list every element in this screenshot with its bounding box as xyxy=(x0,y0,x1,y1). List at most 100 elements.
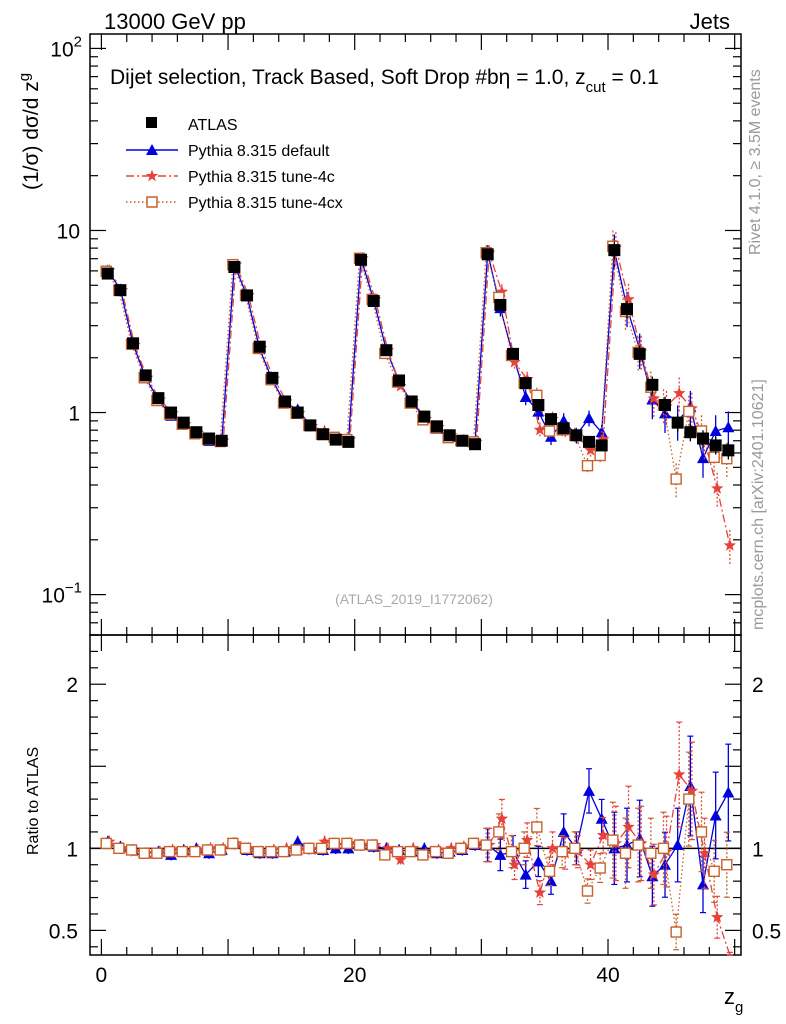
atlas-data-point xyxy=(697,432,710,445)
data-point-main xyxy=(583,412,596,424)
series-atlas xyxy=(101,241,735,460)
ratio-tick-label: 1 xyxy=(66,838,78,861)
data-point-main xyxy=(581,459,594,472)
chart-title-sub: cut xyxy=(586,79,607,96)
atlas-data-point xyxy=(279,395,292,408)
x-axis-label-sub: g xyxy=(735,999,743,1016)
data-point-ratio xyxy=(581,885,594,897)
ratio-tick-label-right: 1 xyxy=(752,838,764,861)
data-point-ratio xyxy=(519,868,532,880)
data-point-ratio xyxy=(673,768,686,780)
atlas-data-point xyxy=(671,416,684,429)
data-point-main xyxy=(709,424,722,436)
data-point-ratio xyxy=(709,809,722,821)
data-point-main xyxy=(697,452,710,464)
atlas-data-point xyxy=(633,347,646,360)
data-point-ratio xyxy=(695,826,708,838)
data-point-main xyxy=(543,425,556,437)
data-point-ratio xyxy=(151,847,163,859)
header-energy-label: 13000 GeV pp xyxy=(104,9,246,34)
atlas-data-point xyxy=(545,413,558,426)
data-point-main xyxy=(670,473,682,485)
data-point-ratio xyxy=(417,849,429,861)
atlas-data-point xyxy=(557,422,570,435)
data-point-ratio xyxy=(545,875,558,887)
data-point-ratio xyxy=(429,845,442,858)
data-point-ratio xyxy=(671,839,684,851)
data-point-ratio xyxy=(647,868,660,880)
atlas-data-point xyxy=(621,303,634,316)
legend-default-marker xyxy=(146,144,158,155)
atlas-data-point xyxy=(266,371,279,384)
atlas-data-point xyxy=(177,416,190,429)
atlas-data-point xyxy=(659,399,672,412)
data-point-ratio xyxy=(597,828,610,841)
data-point-ratio xyxy=(533,886,547,898)
data-point-ratio xyxy=(708,865,720,878)
ratio-plot-frame xyxy=(89,634,742,956)
y-tick-label-base: 1 xyxy=(68,403,80,426)
atlas-data-point xyxy=(190,426,203,439)
atlas-data-point xyxy=(393,374,406,387)
atlas-data-point xyxy=(127,337,140,350)
legend-4cx-marker xyxy=(146,196,158,208)
data-point-ratio xyxy=(303,842,315,855)
atlas-data-point xyxy=(101,267,114,280)
atlas-data-point xyxy=(139,369,152,382)
atlas-data-point xyxy=(329,433,342,446)
data-point-ratio xyxy=(722,786,735,798)
x-axis-ticks: 0 20 40 xyxy=(96,34,736,987)
data-point-ratio xyxy=(239,842,252,855)
atlas-data-point xyxy=(241,289,254,302)
data-point-ratio xyxy=(455,842,467,855)
x-tick-label: 20 xyxy=(343,964,366,987)
series-line-main xyxy=(108,247,731,546)
legend-atlas-label: ATLAS xyxy=(188,117,238,134)
data-point-ratio xyxy=(480,839,492,851)
atlas-data-point xyxy=(418,410,431,423)
data-point-ratio xyxy=(189,845,201,858)
atlas-data-point xyxy=(253,340,266,353)
data-point-ratio xyxy=(495,812,509,825)
atlas-data-point xyxy=(456,434,469,447)
data-point-ratio xyxy=(100,837,112,850)
atlas-data-point xyxy=(291,406,304,419)
data-point-ratio xyxy=(531,821,543,833)
y-tick-label-exp: −1 xyxy=(65,580,82,597)
ratio-y-axis-ticks: 0.5 0.5 1 1 2 2 xyxy=(49,634,781,948)
series-line-ratio xyxy=(108,772,731,956)
ratio-tick-label-right: 0.5 xyxy=(752,920,781,943)
data-point-ratio xyxy=(277,845,290,858)
data-point-ratio xyxy=(622,820,635,833)
x-axis-label-main: z xyxy=(724,984,735,1009)
atlas-data-point xyxy=(405,395,418,408)
data-point-ratio xyxy=(583,784,596,796)
atlas-data-point xyxy=(380,344,393,357)
data-point-ratio xyxy=(698,846,711,859)
data-point-ratio xyxy=(113,842,125,855)
y-axis-label-sub: g xyxy=(16,73,33,81)
y-tick-label-base: 10 xyxy=(50,38,73,61)
data-point-main xyxy=(508,355,521,368)
data-point-ratio xyxy=(645,847,657,859)
ratio-y-axis-label: Ratio to ATLAS xyxy=(25,747,42,855)
mcplots-label: mcplots.cern.ch [arXiv:2401.10621] xyxy=(750,379,767,630)
data-point-ratio xyxy=(557,825,570,837)
data-point-ratio xyxy=(381,841,395,854)
x-tick-label: 0 xyxy=(96,964,108,987)
atlas-data-point xyxy=(532,399,545,412)
data-point-ratio xyxy=(394,853,407,866)
data-point-main xyxy=(594,449,606,462)
data-point-ratio xyxy=(467,837,480,850)
atlas-data-point xyxy=(228,261,241,274)
data-point-main xyxy=(597,432,610,445)
atlas-data-point xyxy=(152,392,165,405)
data-point-ratio xyxy=(619,847,632,859)
data-point-main xyxy=(495,285,509,298)
data-point-ratio xyxy=(227,837,239,850)
data-point-ratio xyxy=(608,842,621,854)
data-point-ratio xyxy=(252,845,264,858)
data-point-ratio xyxy=(341,837,353,850)
data-point-ratio xyxy=(594,862,606,874)
data-point-main xyxy=(531,389,543,402)
